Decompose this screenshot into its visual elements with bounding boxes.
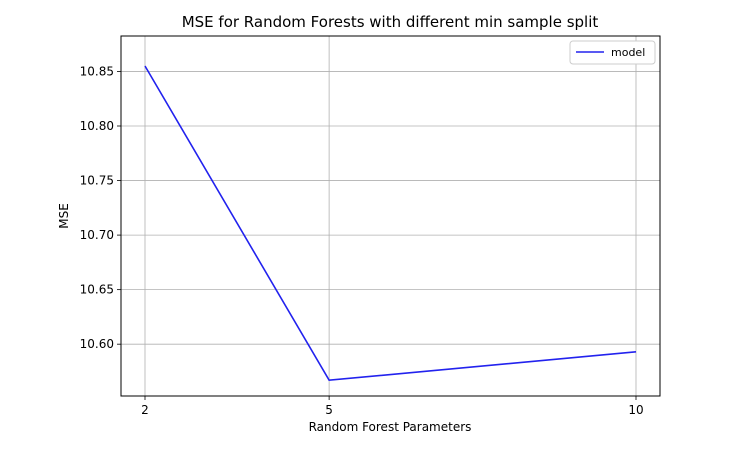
x-axis-label: Random Forest Parameters bbox=[309, 420, 472, 434]
y-tick-label: 10.75 bbox=[80, 174, 114, 188]
series-lines bbox=[144, 65, 637, 382]
y-axis-label: MSE bbox=[57, 203, 71, 229]
x-tick-label: 5 bbox=[325, 403, 333, 417]
y-tick-label: 10.60 bbox=[80, 337, 114, 351]
plot-frame bbox=[120, 35, 661, 397]
y-tick-label: 10.70 bbox=[80, 228, 114, 242]
legend-label-model: model bbox=[611, 46, 645, 59]
y-tick-label: 10.80 bbox=[80, 119, 114, 133]
chart-title: MSE for Random Forests with different mi… bbox=[182, 13, 599, 31]
y-tick-label: 10.65 bbox=[80, 283, 114, 297]
axis-ticks: 2 5 10 10.60 10.65 10.70 10.75 10.80 10.85 bbox=[80, 64, 644, 417]
legend: model bbox=[569, 40, 656, 65]
x-tick-label: 2 bbox=[141, 403, 149, 417]
y-tick-label: 10.85 bbox=[80, 64, 114, 78]
legend-box bbox=[569, 40, 656, 65]
x-tick-label: 10 bbox=[628, 403, 643, 417]
gridlines bbox=[121, 36, 660, 396]
